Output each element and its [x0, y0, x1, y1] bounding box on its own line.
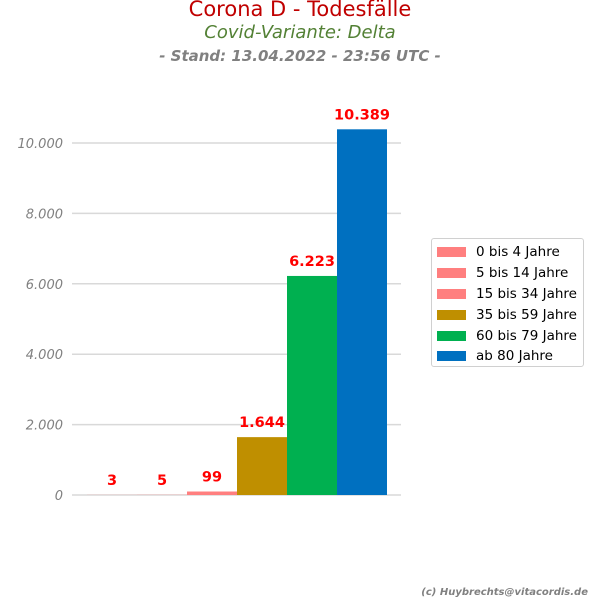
data-label: 3 — [107, 473, 117, 489]
data-label: 5 — [157, 473, 167, 489]
legend-item: 5 bis 14 Jahre — [432, 263, 583, 284]
legend-swatch — [437, 268, 466, 279]
chart-subtitle: Covid-Variante: Delta — [204, 22, 396, 43]
legend-label: ab 80 Jahre — [476, 348, 553, 365]
footer-credit: (c) Huybrechts@vitacordis.de — [421, 587, 588, 598]
legend-label: 35 bis 59 Jahre — [476, 306, 577, 323]
legend-swatch — [437, 351, 466, 362]
legend-label: 0 bis 4 Jahre — [476, 244, 560, 261]
y-tick-label: 4.000 — [26, 348, 63, 363]
bar — [237, 437, 287, 495]
bars — [87, 129, 387, 496]
bar — [187, 491, 237, 495]
legend-label: 15 bis 34 Jahre — [476, 285, 577, 302]
legend-swatch — [437, 330, 466, 341]
legend-label: 60 bis 79 Jahre — [476, 327, 577, 344]
y-tick-label: 10.000 — [18, 137, 64, 152]
legend: 0 bis 4 Jahre 5 bis 14 Jahre 15 bis 34 Jah… — [431, 238, 584, 367]
legend-item: 35 bis 59 Jahre — [432, 304, 583, 325]
legend-item: 15 bis 34 Jahre — [432, 284, 583, 305]
chart-title: Corona D - Todesfälle — [188, 0, 412, 21]
data-labels: 3 5 99 1.644 6.223 10.389 — [107, 107, 390, 489]
legend-swatch — [437, 288, 466, 299]
y-axis-ticks: 0 2.000 4.000 6.000 8.000 10.000 — [18, 137, 64, 504]
y-tick-label: 2.000 — [26, 419, 63, 434]
chart-timestamp: - Stand: 13.04.2022 - 23:56 UTC - — [159, 47, 441, 65]
legend-swatch — [437, 247, 466, 258]
data-label: 99 — [202, 470, 222, 486]
legend-item: 0 bis 4 Jahre — [432, 242, 583, 263]
legend-item: 60 bis 79 Jahre — [432, 325, 583, 346]
data-label: 10.389 — [334, 107, 390, 123]
legend-label: 5 bis 14 Jahre — [476, 265, 569, 282]
y-tick-label: 8.000 — [26, 207, 63, 222]
legend-swatch — [437, 309, 466, 320]
legend-item: ab 80 Jahre — [432, 346, 583, 367]
y-tick-label: 6.000 — [26, 278, 63, 293]
bar — [287, 275, 337, 495]
data-label: 1.644 — [239, 415, 285, 431]
data-label: 6.223 — [289, 254, 335, 270]
bar — [337, 129, 387, 496]
y-tick-label: 0 — [55, 489, 63, 504]
